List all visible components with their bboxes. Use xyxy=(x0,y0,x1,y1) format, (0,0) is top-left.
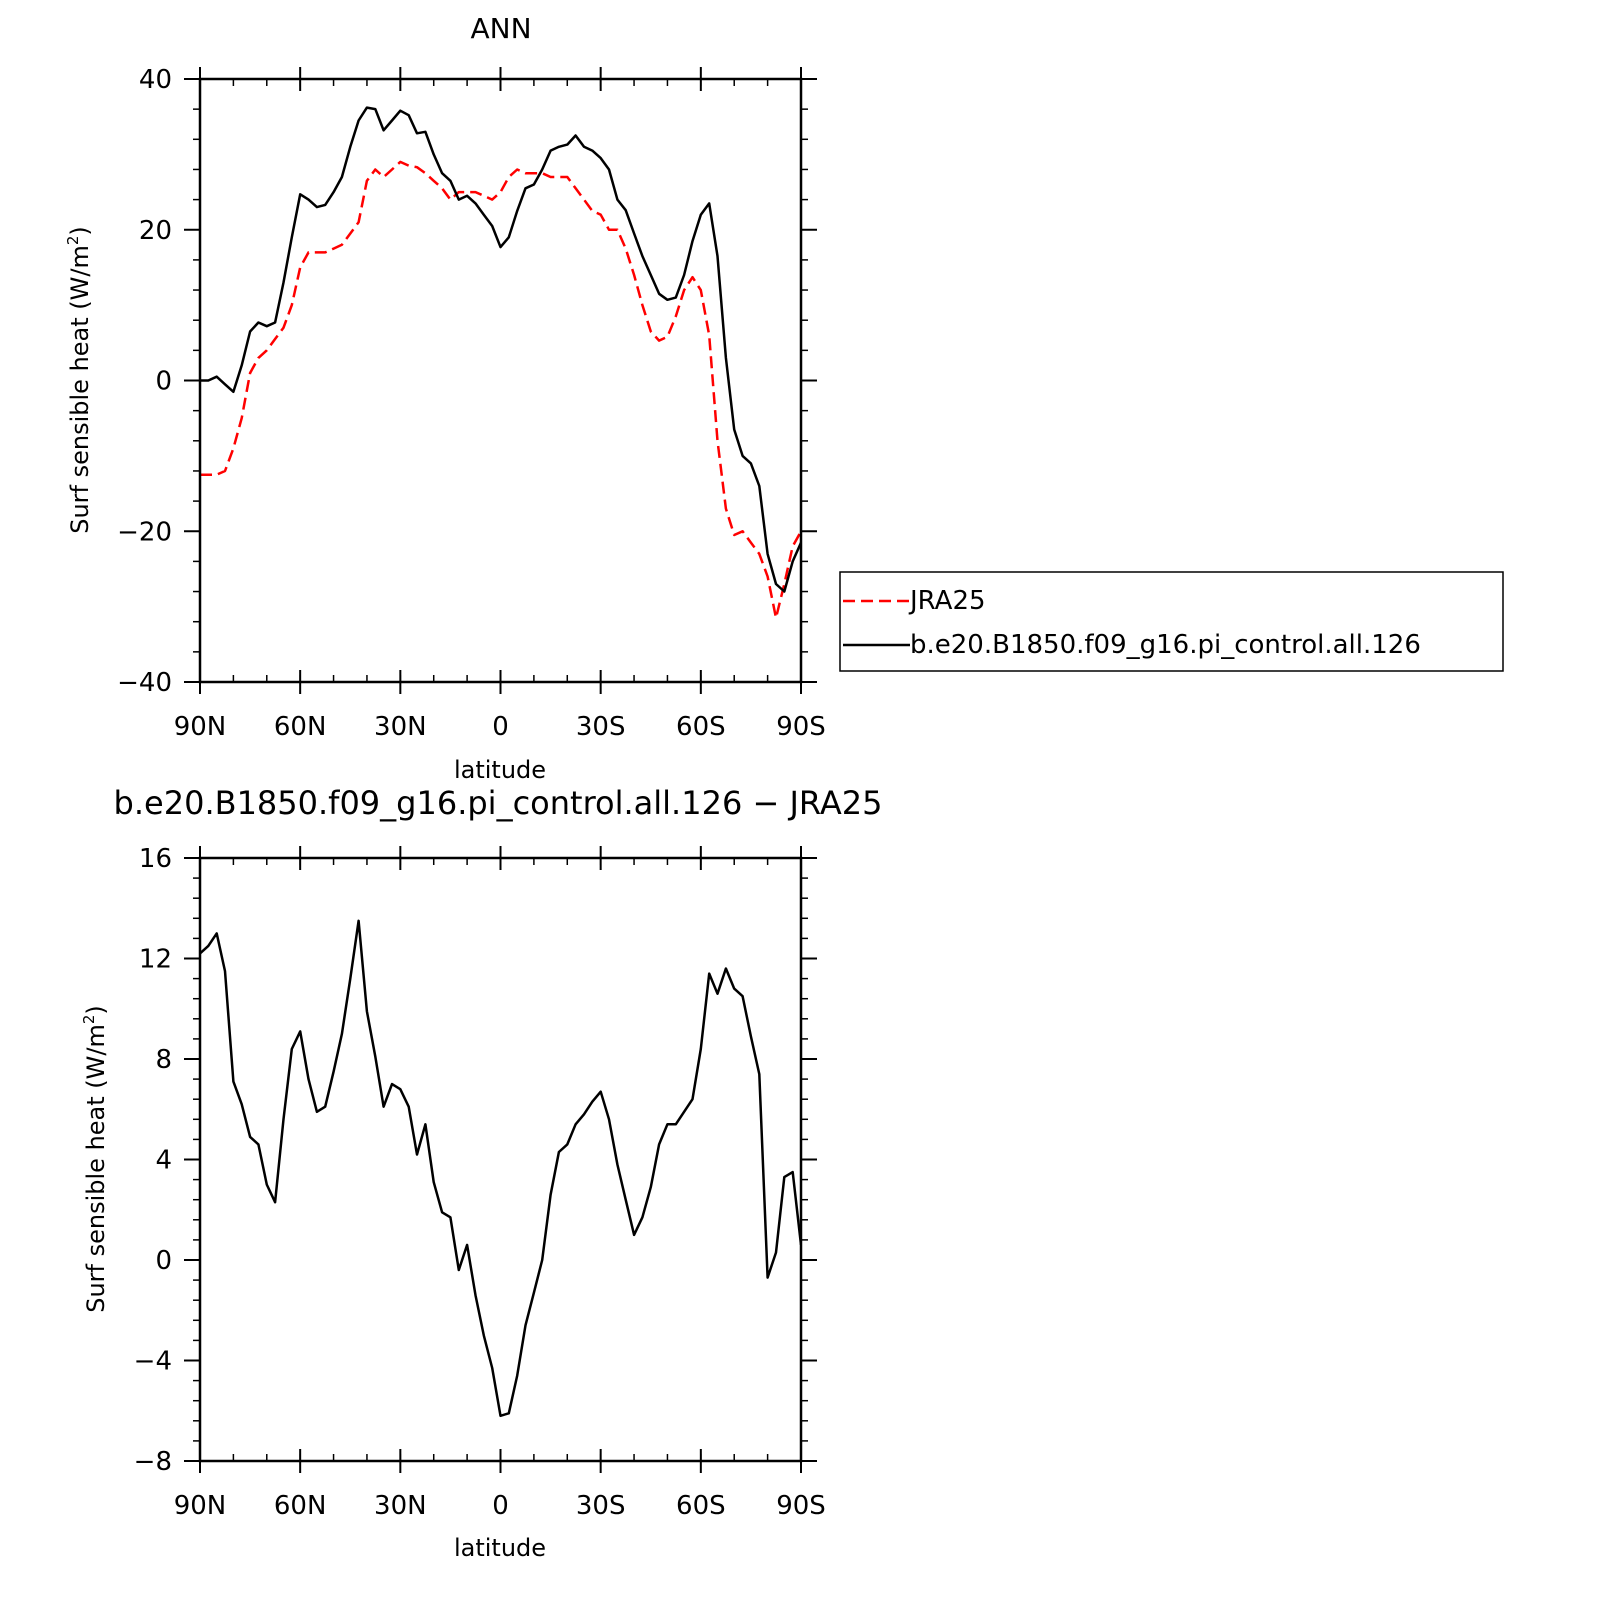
x-axis-label: latitude xyxy=(454,1534,546,1562)
y-axis-label: Surf sensible heat (W/m2) xyxy=(80,1005,110,1313)
y-tick-label: 0 xyxy=(155,1246,172,1276)
y-tick-label: 12 xyxy=(139,945,172,975)
y-tick-label: −4 xyxy=(134,1347,172,1377)
x-tick-label: 0 xyxy=(492,1491,509,1521)
y-tick-label: 8 xyxy=(155,1045,172,1075)
legend-label-jra25: JRA25 xyxy=(908,586,986,616)
x-tick-label: 60N xyxy=(274,712,327,742)
y-axis-label-superscript: 2 xyxy=(64,236,82,246)
chart-panel-top: ANN 90N 60N 30N 0 30S 60S 90S −40 −20 0 20 40 latit… xyxy=(64,12,826,784)
x-tick-label: 30N xyxy=(374,712,427,742)
x-tick-label: 90S xyxy=(776,1491,826,1521)
y-tick-label: −20 xyxy=(117,517,172,547)
y-tick-label: 20 xyxy=(139,216,172,246)
y-tick-label: 40 xyxy=(139,65,172,95)
x-tick-label: 90S xyxy=(776,712,826,742)
y-axis-label-main: Surf sensible heat (W/m xyxy=(82,1024,110,1313)
y-tick-label: −40 xyxy=(117,668,172,698)
series-line-difference xyxy=(200,919,801,1418)
series-line-jra25 xyxy=(200,160,801,620)
y-axis-label-close: ) xyxy=(66,226,94,235)
x-tick-label: 90N xyxy=(174,712,227,742)
x-tick-label: 30N xyxy=(374,1491,427,1521)
x-tick-label: 30S xyxy=(576,1491,626,1521)
x-tick-label: 60S xyxy=(676,712,726,742)
y-axis-label-close: ) xyxy=(82,1005,110,1014)
y-axis-label: Surf sensible heat (W/m2) xyxy=(64,226,94,534)
series-line-b-e20-b1850-f09-g16-pi-control-all-126 xyxy=(200,106,801,593)
x-tick-label: 60N xyxy=(274,1491,327,1521)
x-tick-label: 90N xyxy=(174,1491,227,1521)
chart-title: b.e20.B1850.f09_g16.pi_control.all.126 −… xyxy=(114,784,883,822)
plot-frame xyxy=(198,856,803,1463)
y-tick-label: −8 xyxy=(134,1447,172,1477)
x-tick-label: 0 xyxy=(492,712,509,742)
y-tick-label: 16 xyxy=(139,844,172,874)
chart-title: ANN xyxy=(470,12,531,45)
chart-legend: JRA25 b.e20.B1850.f09_g16.pi_control.all… xyxy=(839,571,1504,672)
y-axis-label-main: Surf sensible heat (W/m xyxy=(66,245,94,534)
y-axis-label-superscript: 2 xyxy=(80,1015,98,1025)
legend-box xyxy=(839,571,1504,672)
x-axis-label: latitude xyxy=(454,756,546,784)
x-tick-label: 30S xyxy=(576,712,626,742)
chart-panel-bottom: b.e20.B1850.f09_g16.pi_control.all.126 −… xyxy=(80,784,882,1562)
x-tick-label: 60S xyxy=(676,1491,726,1521)
plot-frame xyxy=(198,77,803,684)
y-tick-label: 0 xyxy=(155,367,172,397)
y-tick-label: 4 xyxy=(155,1146,172,1176)
legend-label-model: b.e20.B1850.f09_g16.pi_control.all.126 xyxy=(910,630,1421,660)
